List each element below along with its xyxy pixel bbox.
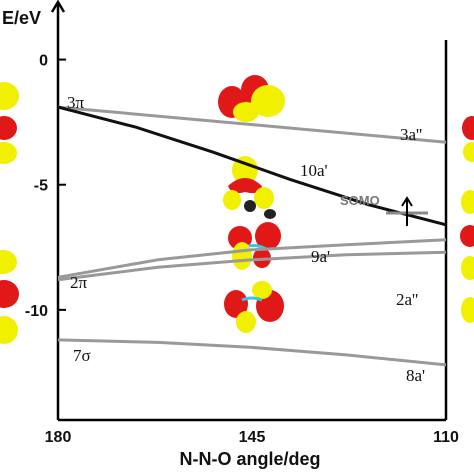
orbital-9a1 — [228, 222, 281, 270]
somo-marker: SOMO — [340, 193, 428, 226]
y-ticks: 0 -5 -10 — [25, 53, 66, 320]
y-axis-arrow — [50, 0, 66, 13]
series-line-1 — [57, 105, 447, 227]
series-line-4 — [57, 338, 447, 367]
axes — [50, 0, 448, 422]
label-3pi: 3π — [67, 93, 85, 112]
orbital-right-mid — [460, 190, 474, 247]
label-9a1: 9a' — [311, 247, 330, 266]
orbital-2a2 — [224, 281, 284, 333]
label-2a2: 2a'' — [396, 290, 418, 309]
series-lines — [57, 105, 447, 367]
somo-arrow-head — [401, 196, 413, 207]
series-line-3 — [57, 250, 447, 282]
x-tick-label: 110 — [433, 429, 459, 446]
label-2pi: 2π — [70, 273, 88, 292]
orbital-left-bottom — [0, 250, 19, 344]
y-tick-label: 0 — [39, 53, 48, 70]
orbital-right-bottom — [461, 256, 474, 323]
label-3a2: 3a'' — [400, 125, 422, 144]
label-7sigma: 7σ — [73, 346, 91, 365]
x-ticks: 180 145 110 — [45, 429, 459, 446]
series-line-0 — [57, 105, 447, 144]
series-line-2 — [57, 238, 447, 279]
orbital-10a1 — [223, 156, 276, 219]
orbital-3a2 — [218, 75, 285, 122]
x-tick-label: 180 — [45, 429, 72, 446]
orbital-left-top — [0, 82, 19, 164]
label-10a1: 10a' — [300, 161, 328, 180]
y-tick-label: -5 — [34, 178, 48, 195]
y-axis-title: E/eV — [2, 8, 41, 28]
orbital-illustrations — [0, 75, 474, 344]
x-axis-title: N-N-O angle/deg — [179, 449, 320, 469]
orbital-right-top — [462, 116, 474, 162]
somo-label: SOMO — [340, 193, 380, 208]
y-tick-label: -10 — [25, 303, 48, 320]
x-tick-label: 145 — [239, 429, 266, 446]
label-8a1: 8a' — [406, 366, 425, 385]
